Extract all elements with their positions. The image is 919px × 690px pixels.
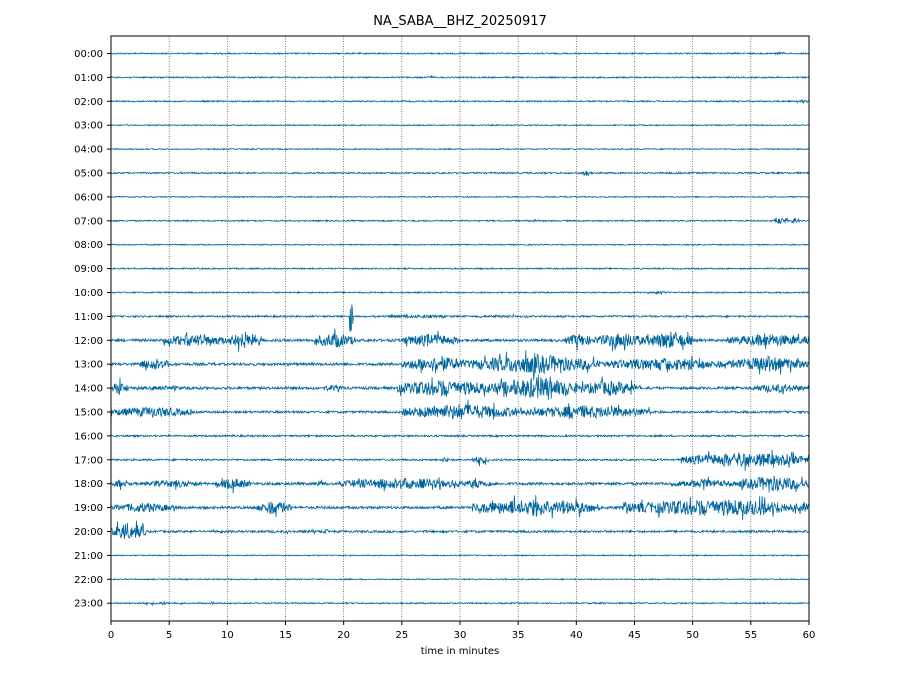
trace-1000: [110, 290, 810, 296]
trace-1100: [110, 304, 810, 332]
trace-2300: [110, 600, 810, 607]
y-axis-ticks: 00:00 01:00 02:00 03:00 04:00 05:00 06:00 07:00…: [74, 49, 111, 610]
y-tick-label-10: 10:00: [74, 288, 103, 299]
y-tick-label-2: 02:00: [74, 97, 103, 108]
y-tick-label-14: 14:00: [74, 384, 103, 395]
x-tick-label-1: 5: [166, 630, 172, 641]
trace-1800: [110, 475, 810, 494]
x-tick-label-6: 30: [454, 630, 467, 641]
y-tick-label-18: 18:00: [74, 479, 103, 490]
trace-0200: [110, 98, 810, 104]
trace-2200: [110, 577, 810, 581]
y-tick-label-20: 20:00: [74, 527, 103, 538]
trace-0800: [110, 243, 810, 247]
y-tick-label-5: 05:00: [74, 169, 103, 180]
trace-1900: [110, 495, 810, 521]
trace-0000: [110, 51, 810, 56]
trace-1200: [110, 328, 810, 352]
x-tick-label-5: 25: [395, 630, 408, 641]
y-tick-label-11: 11:00: [74, 312, 103, 323]
y-tick-label-21: 21:00: [74, 551, 103, 562]
y-tick-label-19: 19:00: [74, 503, 103, 514]
trace-0400: [110, 147, 810, 151]
x-tick-label-7: 35: [512, 630, 525, 641]
trace-2100: [110, 554, 810, 557]
trace-1500: [110, 399, 810, 420]
y-tick-label-4: 04:00: [74, 145, 103, 156]
trace-0700: [110, 217, 810, 225]
y-tick-label-17: 17:00: [74, 455, 103, 466]
y-tick-label-13: 13:00: [74, 360, 103, 371]
trace-0300: [110, 123, 810, 127]
grid-lines: [168, 36, 752, 621]
x-tick-label-2: 10: [221, 630, 234, 641]
y-tick-label-16: 16:00: [74, 431, 103, 442]
x-tick-label-3: 15: [279, 630, 292, 641]
y-tick-label-6: 06:00: [74, 192, 103, 203]
x-axis-label: time in minutes: [421, 646, 500, 657]
y-tick-label-22: 22:00: [74, 575, 103, 586]
x-tick-label-0: 0: [108, 630, 114, 641]
trace-2000: [110, 520, 810, 540]
y-tick-label-9: 09:00: [74, 264, 103, 275]
x-tick-label-11: 55: [744, 630, 757, 641]
trace-1300: [110, 350, 809, 381]
trace-0600: [110, 195, 810, 199]
x-tick-label-4: 20: [337, 630, 350, 641]
x-tick-label-8: 40: [570, 630, 583, 641]
x-tick-label-9: 45: [628, 630, 641, 641]
y-tick-label-3: 03:00: [74, 121, 103, 132]
y-tick-label-8: 08:00: [74, 240, 103, 251]
trace-1700: [110, 449, 810, 471]
x-tick-label-10: 50: [686, 630, 699, 641]
trace-group: [110, 51, 810, 607]
trace-0100: [110, 75, 810, 80]
x-axis-ticks: 0 5 10 15 20 25 30 35 40 45 50 55 60: [108, 621, 816, 641]
chart-title: NA_SABA__BHZ_20250917: [373, 14, 547, 29]
trace-1600: [110, 433, 810, 439]
y-tick-label-0: 00:00: [74, 49, 103, 60]
y-tick-label-15: 15:00: [74, 408, 103, 419]
y-tick-label-23: 23:00: [74, 599, 103, 610]
y-tick-label-1: 01:00: [74, 73, 103, 84]
x-tick-label-12: 60: [803, 630, 816, 641]
trace-0500: [110, 170, 810, 177]
trace-0900: [110, 266, 810, 271]
trace-1400: [110, 374, 810, 400]
y-tick-label-7: 07:00: [74, 216, 103, 227]
y-tick-label-12: 12:00: [74, 336, 103, 347]
